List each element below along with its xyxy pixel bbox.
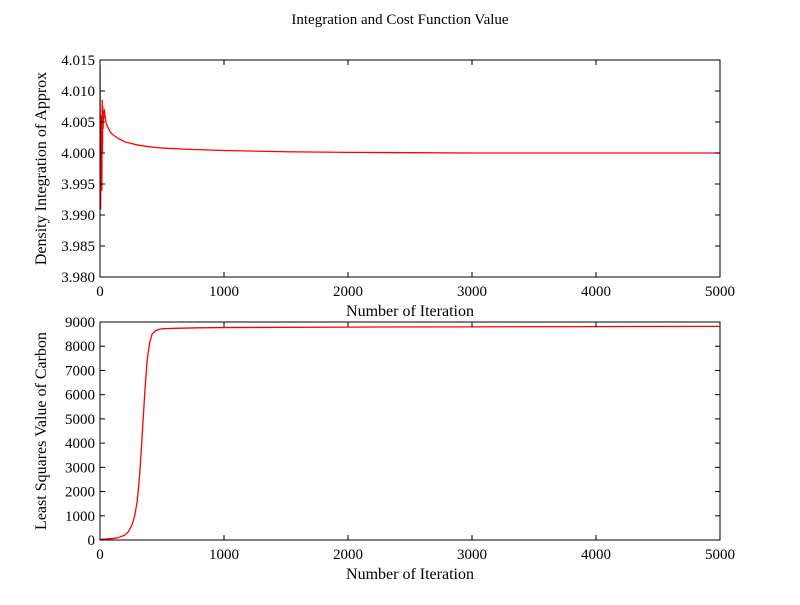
least-squares-y-tick-label: 3000 [65,460,95,476]
integration-x-axis-label: Number of Iteration [346,303,474,320]
integration-y-tick-label: 3.985 [61,239,95,255]
least-squares-y-tick-label: 8000 [65,339,95,355]
figure-title: Integration and Cost Function Value [291,12,509,28]
least-squares-series-line-0 [100,325,720,540]
least-squares-y-tick-label: 6000 [65,388,95,404]
least-squares-x-tick-label: 4000 [581,547,611,563]
least-squares-x-ticks: 0 1000 2000 3000 4000 5000 [96,322,735,563]
integration-x-tick-label: 2000 [333,284,363,300]
least-squares-y-tick-label: 7000 [65,363,95,379]
least-squares-x-tick-label: 5000 [705,547,735,563]
integration-x-tick-label: 4000 [581,284,611,300]
least-squares-y-tick-label: 5000 [65,412,95,428]
least-squares-line-series [100,325,720,540]
integration-y-ticks: 3.980 3.985 3.990 3.995 4.000 4.005 4.010 4.015 [61,53,720,286]
least-squares-x-tick-label: 3000 [457,547,487,563]
integration-x-ticks: 0 1000 2000 3000 4000 5000 [96,60,735,300]
least-squares-y-tick-label: 1000 [65,509,95,525]
least-squares-x-tick-label: 0 [96,547,104,563]
least-squares-x-tick-label: 1000 [209,547,239,563]
integration-y-tick-label: 3.995 [61,177,95,193]
integration-series-line-0 [100,66,720,210]
least-squares-x-tick-label: 2000 [333,547,363,563]
integration-subplot: 0 1000 2000 3000 4000 5000 3.9803.9853.9903.9… [33,53,735,320]
least-squares-y-tick-label: 9000 [65,315,95,331]
integration-line-series [100,66,720,210]
least-squares-y-tick-label: 4000 [65,436,95,452]
integration-y-tick-label: 4.015 [61,53,95,69]
integration-x-tick-label: 0 [96,284,104,300]
least-squares-y-tick-label: 0 [88,533,96,549]
integration-y-tick-label: 4.000 [61,146,95,162]
least-squares-y-ticks: 0 1000 2000 3000 4000 5000 6000 7000 8000 9000 [65,315,720,549]
least-squares-subplot: 0 1000 2000 3000 4000 5000 0 1000 2000 3000 4000 5… [33,315,735,583]
integration-y-tick-label: 3.980 [61,270,95,286]
integration-x-tick-label: 5000 [705,284,735,300]
integration-y-tick-label: 4.010 [61,84,95,100]
least-squares-y-axis-label: Least Squares Value of Carbon [33,332,50,530]
integration-x-tick-label: 3000 [457,284,487,300]
integration-y-tick-label: 4.005 [61,115,95,131]
integration-axes-frame [99,59,721,278]
least-squares-x-axis-label: Number of Iteration [346,566,474,583]
integration-y-tick-label: 3.990 [61,208,95,224]
least-squares-y-tick-label: 2000 [65,485,95,501]
least-squares-axes-frame [99,321,721,541]
integration-x-tick-label: 1000 [209,284,239,300]
integration-y-axis-label: Density Integration of Approx [33,72,50,265]
